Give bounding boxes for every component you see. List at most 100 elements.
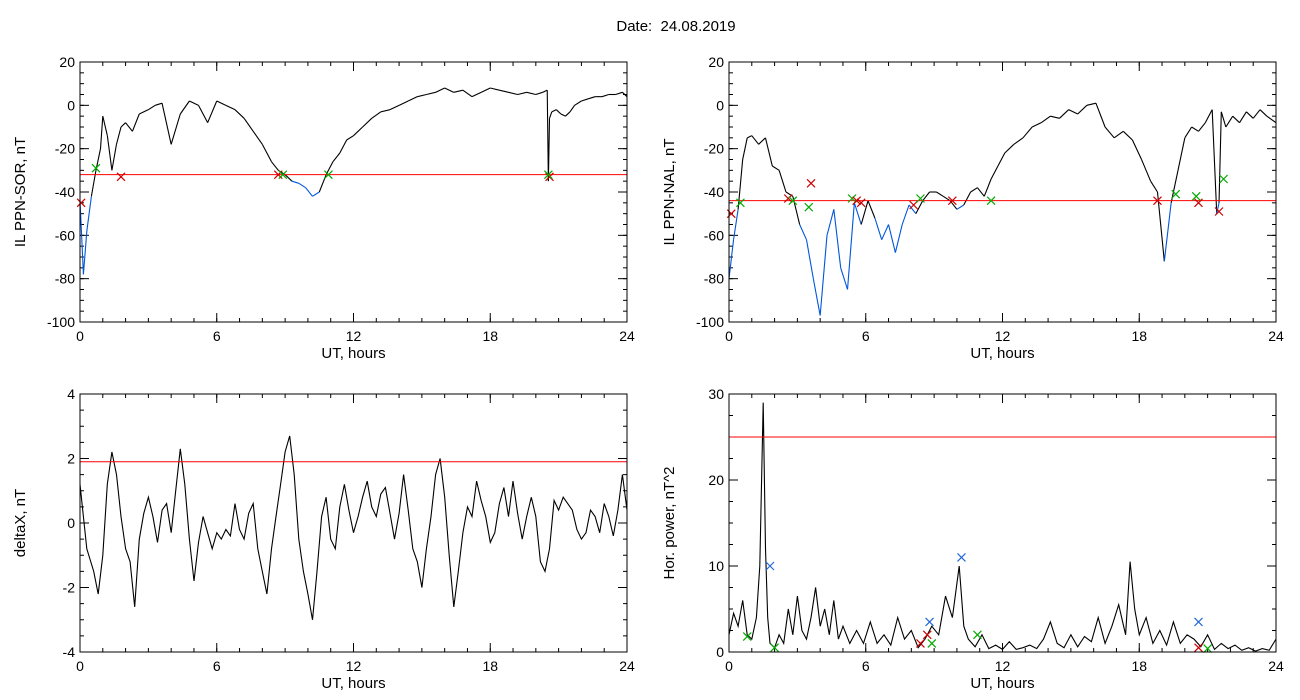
event-marker [1194,198,1203,208]
event-marker [742,632,752,641]
series-segment [106,135,113,171]
series-segment [615,91,623,96]
event-marker [1171,189,1181,199]
series-segment [517,91,527,96]
series-segment [1218,111,1222,203]
series-segment [435,87,445,93]
y-tick-label: 20 [708,472,724,488]
series-segment [1177,137,1186,171]
series-segment [291,180,299,184]
series-segment [983,178,992,197]
event-marker [916,194,925,203]
chart-title: Date: 24.08.2019 [616,18,736,35]
series-segment [867,200,876,219]
y-tick-label: -40 [55,184,75,200]
series-segment [234,109,245,119]
series-segment [1031,122,1042,128]
series-segment [189,100,199,106]
y-axis-label: IL PPN-SOR, nT [12,137,29,247]
series-segment [963,191,972,206]
series-segment [339,139,348,154]
x-tick-label: 12 [346,328,362,344]
series-segment [243,118,254,132]
series-segment [471,91,482,98]
series-segment [819,235,828,316]
series-segment [115,126,122,145]
event-marker [947,196,957,206]
series-segment [1068,109,1078,115]
series-segment [207,100,218,123]
event-marker [847,194,857,203]
event-marker [735,198,745,208]
series-segment [826,209,835,236]
x-tick-label: 24 [1268,658,1284,674]
event-marker [1214,207,1224,216]
series-segment [853,202,862,225]
series-segment [499,89,509,93]
series-segment [1204,109,1213,123]
x-tick-label: 24 [619,328,635,344]
event-marker [324,170,333,180]
y-tick-label: -4 [63,644,76,660]
series-segment [1131,139,1143,160]
series-segment [542,89,548,93]
series-segment [284,174,293,182]
x-tick-label: 0 [725,658,733,674]
x-tick-label: 0 [76,328,84,344]
y-tick-label: 20 [708,54,724,70]
series-segment [881,224,890,240]
event-marker [804,202,814,212]
series-segment [1198,122,1206,132]
event-marker [788,196,798,206]
series-segment [942,195,951,202]
y-tick-label: 20 [59,54,75,70]
series-segment [508,91,518,96]
series-segment [1266,115,1276,124]
x-tick-label: 6 [862,328,870,344]
series-segment [86,196,92,232]
y-tick-label: -2 [63,580,76,596]
y-tick-label: -100 [696,314,724,330]
y-axis-label: IL PPN-NAL, nT [661,139,678,246]
x-axis-label: UT, hours [970,345,1034,362]
event-marker [1194,617,1203,627]
event-marker [91,163,101,173]
y-tick-label: 0 [67,97,75,113]
event-marker [116,172,126,182]
y-tick-label: -100 [47,314,75,330]
event-marker [986,196,996,206]
series-segment [407,96,418,102]
series-segment [82,230,88,275]
series-segment [908,204,917,215]
event-marker [957,552,966,562]
series-segment [398,100,409,106]
series-segment [846,202,855,290]
series-segment [462,89,473,98]
series-segment [353,126,363,137]
series-segment [252,131,263,145]
series-segment [742,137,748,160]
series-segment [1077,104,1088,115]
series-segment [444,87,455,93]
series-segment [131,113,140,132]
series-segment [812,278,821,316]
series-segment [380,109,391,113]
series-segment [805,239,814,279]
series-segment [216,100,227,106]
series-segment [555,109,562,115]
event-marker [278,170,288,180]
x-tick-label: 0 [76,658,84,674]
series-segment [565,111,571,117]
series-segment [833,209,842,268]
event-marker [543,170,553,180]
series-segment [1113,130,1124,139]
series-segment [1086,102,1097,106]
series-segment [139,109,149,115]
series-segment [161,103,172,145]
event-marker [1194,643,1203,653]
x-axis-label: UT, hours [970,675,1034,692]
x-tick-label: 18 [482,328,498,344]
y-tick-label: -60 [55,227,75,243]
series-segment [1245,111,1254,119]
